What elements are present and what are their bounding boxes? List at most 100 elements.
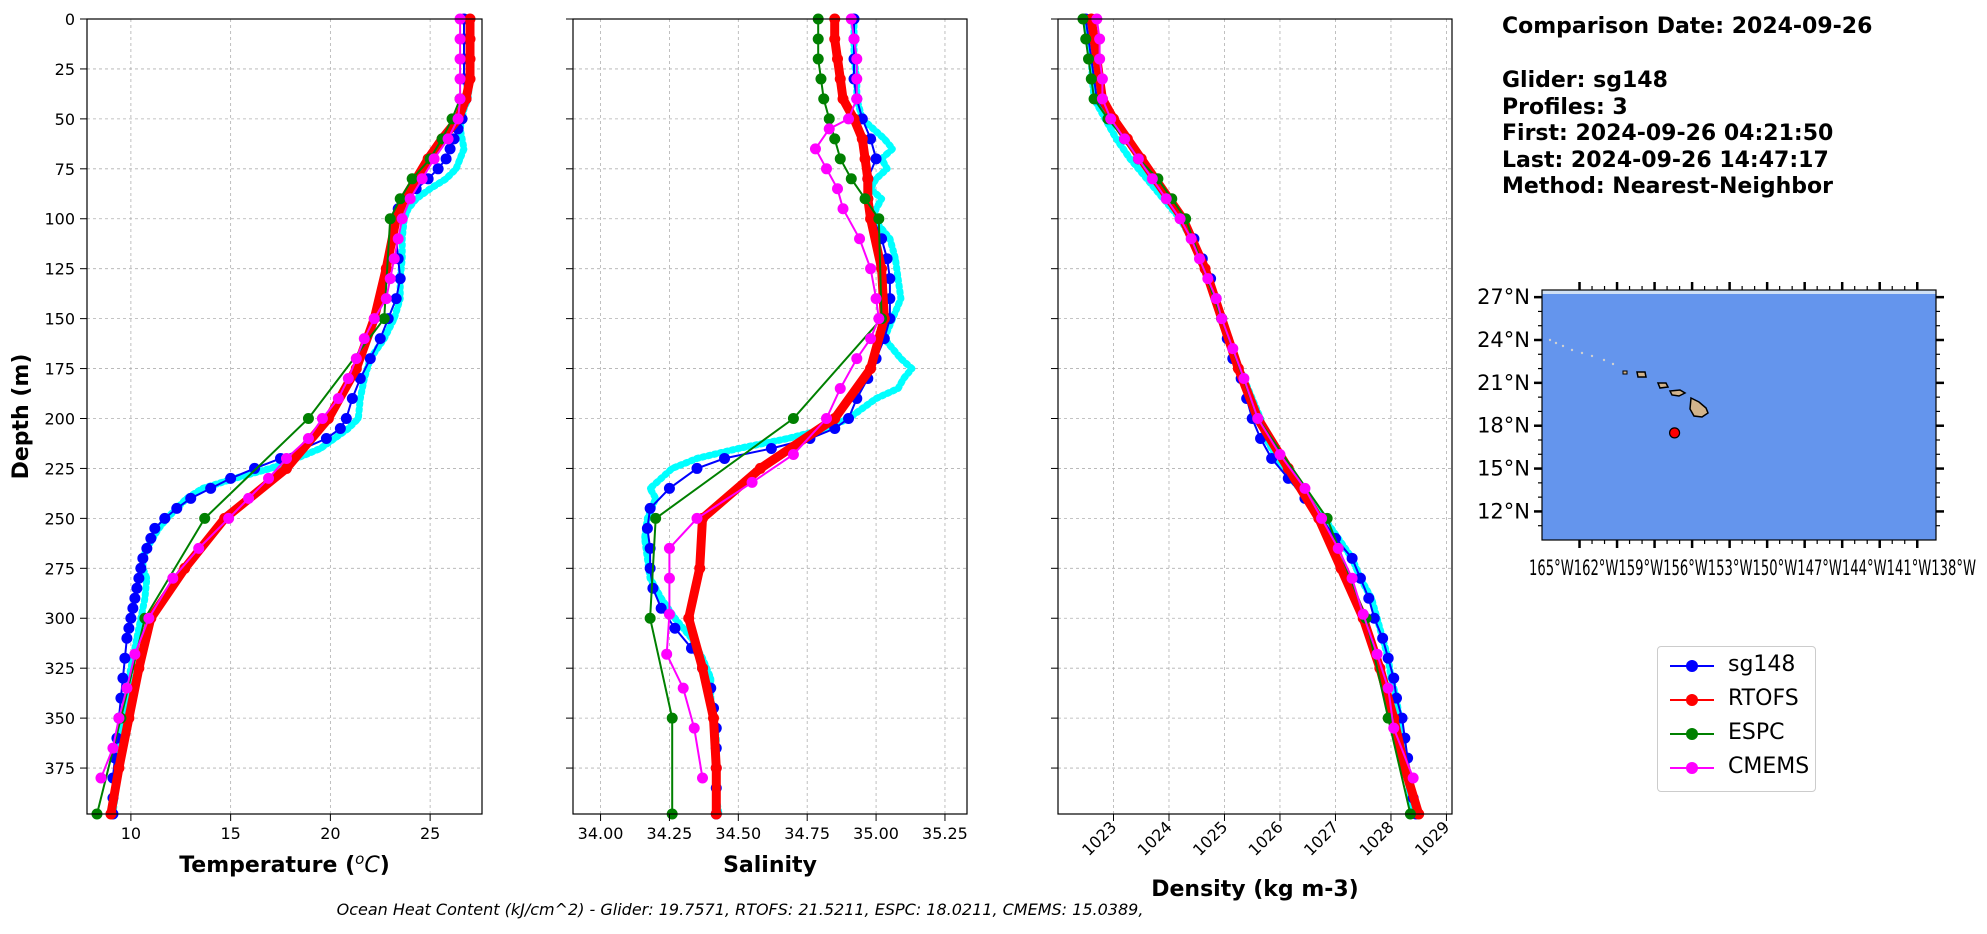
data-point <box>1132 153 1144 165</box>
series-line <box>100 19 462 779</box>
data-point <box>870 153 882 165</box>
data-point <box>641 522 653 534</box>
data-point <box>1119 133 1131 145</box>
data-point <box>454 53 466 65</box>
y-tick-label: 300 <box>44 609 75 628</box>
lat-tick-label: 24°N <box>1477 328 1530 352</box>
data-point <box>1316 512 1328 524</box>
map-ticks: 27°N 24°N 21°N 18°N 15°N 12°N <box>1477 282 1944 548</box>
data-point <box>894 385 902 392</box>
data-point <box>657 595 665 602</box>
data-point <box>223 512 235 524</box>
data-point <box>837 203 849 215</box>
data-point <box>380 293 392 305</box>
last-profile-label: Last: 2024-09-26 14:47:17 <box>1502 148 1829 173</box>
y-tick-label: 75 <box>55 160 75 179</box>
series-sg148 <box>107 13 472 820</box>
data-point <box>243 492 255 504</box>
data-point <box>404 193 416 205</box>
data-point <box>384 213 396 225</box>
axes-frame <box>1057 18 1453 815</box>
data-point <box>464 73 476 85</box>
data-point <box>129 592 141 604</box>
data-point <box>390 293 402 305</box>
data-point <box>394 193 406 205</box>
data-point <box>113 712 125 724</box>
series-sg148 <box>1080 13 1422 820</box>
data-point <box>696 772 708 784</box>
data-point <box>357 395 364 402</box>
data-point <box>862 173 874 185</box>
data-point <box>199 512 211 524</box>
data-point <box>1377 632 1389 644</box>
data-point <box>332 393 344 405</box>
data-point <box>668 465 676 472</box>
data-point <box>1274 448 1286 460</box>
x-axis-label: Density (kg m-3) <box>1151 877 1359 902</box>
data-point <box>320 432 332 444</box>
data-point <box>1266 452 1278 464</box>
data-point <box>765 442 777 454</box>
x-axis-label: Salinity <box>723 853 817 878</box>
data-point <box>1388 672 1400 684</box>
y-axis-label: Depth (m) <box>9 354 34 480</box>
data-point <box>829 33 841 45</box>
y-tick-label: 150 <box>44 310 75 329</box>
data-point <box>392 233 404 245</box>
data-point <box>123 712 135 724</box>
data-point <box>908 365 916 372</box>
data-point <box>1382 652 1394 664</box>
data-point <box>121 632 133 644</box>
x-tick-label: 1024 <box>1134 817 1176 859</box>
data-point <box>859 153 871 165</box>
data-point <box>815 73 827 85</box>
data-point <box>125 612 137 624</box>
glider-position-marker <box>1668 427 1681 439</box>
data-point <box>873 213 885 225</box>
data-point <box>897 355 905 362</box>
data-point <box>1094 53 1106 65</box>
lat-tick-label: 12°N <box>1477 499 1530 523</box>
lat-tick-label: 18°N <box>1477 414 1530 438</box>
data-point <box>1094 33 1106 45</box>
data-point <box>677 682 689 694</box>
glider-label: Glider: sg148 <box>1502 68 1668 93</box>
data-point <box>809 143 821 155</box>
x-tick-label: 1028 <box>1356 817 1398 859</box>
comparison-date-label: Comparison Date: 2024-09-26 <box>1502 14 1873 39</box>
data-point <box>708 712 720 724</box>
y-tick-label: 350 <box>44 709 75 728</box>
y-tick-label: 25 <box>55 60 75 79</box>
data-point <box>823 123 835 135</box>
data-point <box>123 622 135 634</box>
density-panel: 1023 1024 1025 1026 1027 1028 1029 Density (kg … <box>1051 13 1453 902</box>
data-point <box>364 353 376 365</box>
data-point <box>892 255 899 262</box>
data-point <box>837 93 849 105</box>
data-point <box>1113 135 1120 143</box>
data-point <box>843 113 855 125</box>
legend-swatch-dot <box>1686 728 1698 740</box>
legend-label: RTOFS <box>1728 686 1799 711</box>
x-tick-label: 35.00 <box>853 824 899 843</box>
data-point <box>456 155 464 163</box>
data-point <box>129 648 141 660</box>
data-point <box>135 562 147 574</box>
data-point <box>865 133 877 145</box>
data-point <box>663 542 675 554</box>
y-tick-label: 50 <box>55 110 75 129</box>
data-point <box>1299 482 1311 494</box>
y-tick-label: 0 <box>65 10 75 29</box>
data-point <box>346 393 358 405</box>
legend-label: sg148 <box>1728 652 1796 677</box>
y-tick-label: 125 <box>44 260 75 279</box>
data-point <box>149 522 161 534</box>
data-point <box>1105 113 1117 125</box>
lat-tick-label: 21°N <box>1477 371 1530 395</box>
x-tick-label: 34.00 <box>578 824 624 843</box>
legend-item-rtofs: RTOFS <box>1666 685 1811 715</box>
ocean-heat-content-footer: Ocean Heat Content (kJ/cm^2) - Glider: 1… <box>336 900 1144 919</box>
data-point <box>249 462 261 474</box>
data-point <box>859 193 871 205</box>
data-point <box>719 452 731 464</box>
